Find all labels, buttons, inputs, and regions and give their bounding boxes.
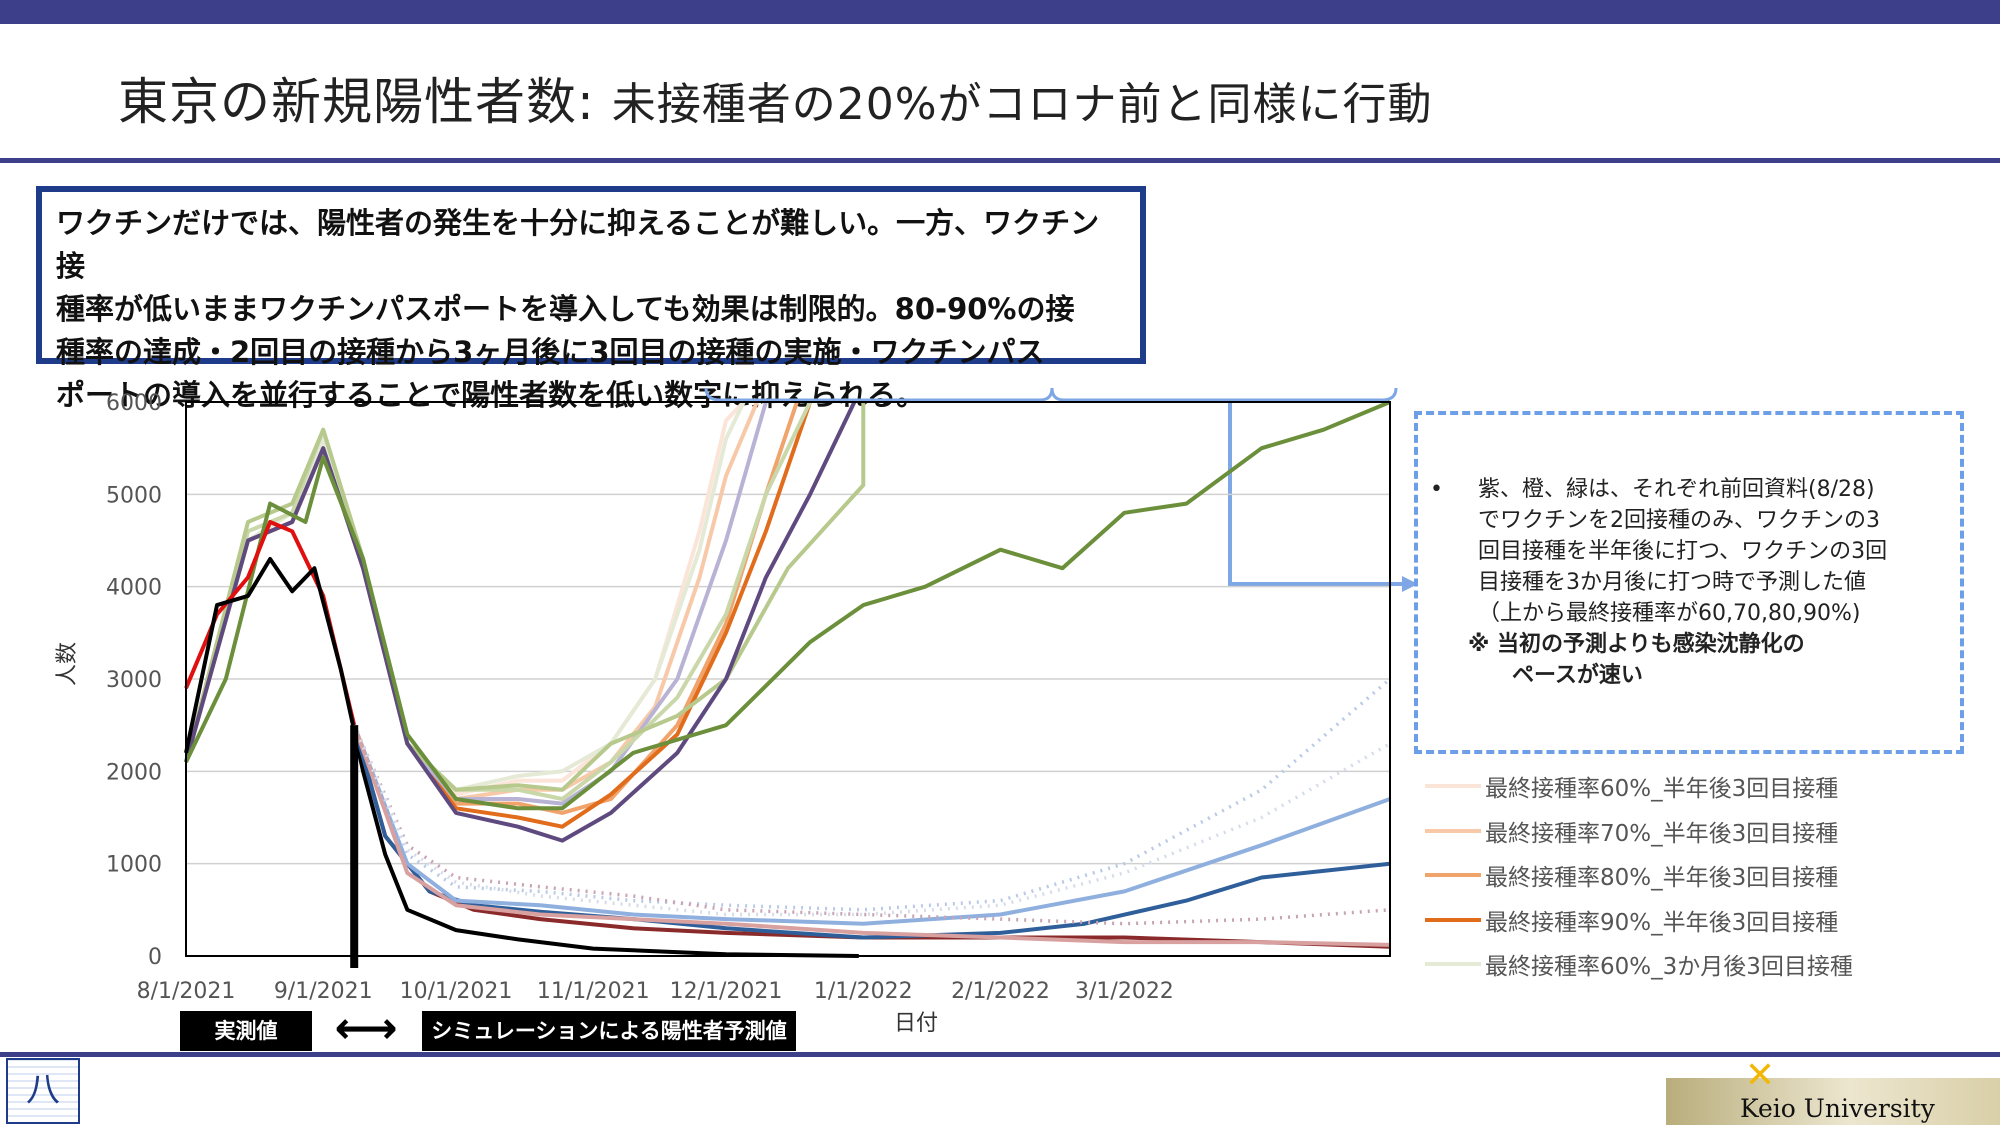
title-main: 東京の新規陽性者数: — [118, 73, 595, 131]
annotation-line: 回目接種を半年後に打つ、ワクチンの3回 — [1478, 539, 1888, 564]
series-line — [184, 401, 799, 815]
x-tick-label: 9/1/2021 — [274, 979, 373, 1004]
keio-pen-icon: ✕ — [1744, 1055, 1776, 1096]
top-accent-bar — [0, 0, 2000, 24]
series-line — [184, 401, 857, 843]
x-tick-label: 3/1/2022 — [1075, 979, 1174, 1004]
annotation-line: （上から最終接種率が60,70,80,90%) — [1478, 601, 1861, 626]
series-line — [184, 402, 866, 792]
legend-swatch — [1425, 784, 1481, 788]
x-tick-label: 8/1/2021 — [137, 979, 236, 1004]
y-tick-label: 1000 — [106, 853, 162, 878]
annotation-text: • 紫、橙、緑は、それぞれ前回資料(8/28) でワクチンを2回接種のみ、ワクチ… — [1430, 474, 1960, 691]
simulation-start-marker — [350, 725, 359, 968]
double-arrow-icon: ⟷ — [334, 1003, 398, 1054]
title-subtitle: 未接種者の20%がコロナ前と同様に行動 — [611, 79, 1433, 130]
x-tick-label: 2/1/2022 — [951, 979, 1050, 1004]
lab-logo: 八 — [6, 1058, 80, 1124]
legend-swatch — [1425, 917, 1481, 922]
title-divider — [0, 158, 2000, 163]
series-line — [352, 724, 1391, 926]
annotation-bullet: • — [1430, 477, 1443, 502]
annotation-line: でワクチンを2回接種のみ、ワクチンの3 — [1478, 508, 1880, 533]
callout-line: 種率が低いままワクチンパスポートを導入しても効果は制限的。80-90%の接 — [56, 292, 1075, 326]
series-line — [184, 400, 746, 797]
x-tick-label: 11/1/2021 — [537, 979, 650, 1004]
series-line — [352, 724, 1391, 940]
series-lines — [184, 400, 1392, 958]
series-line — [352, 677, 1392, 912]
y-tick-label: 2000 — [106, 760, 162, 785]
connector-line — [1228, 400, 1402, 586]
y-tick-label: 4000 — [106, 576, 162, 601]
observed-tag: 実測値 — [180, 1011, 312, 1051]
annotation-line: 目接種を3か月後に打つ時で予測した値 — [1478, 570, 1866, 595]
gridlines — [186, 493, 1390, 865]
keio-logo-text: Keio University — [1740, 1094, 1935, 1123]
y-tick-label: 3000 — [106, 668, 162, 693]
legend-label: 最終接種率70%_半年後3回目接種 — [1485, 820, 1839, 847]
series-line — [352, 724, 1391, 917]
callout-line: 種率の達成・2回目の接種から3ヶ月後に3回目の接種の実施・ワクチンパス — [56, 335, 1045, 369]
legend-label: 最終接種率90%_半年後3回目接種 — [1485, 909, 1839, 936]
y-tick-label: 6000 — [106, 391, 162, 416]
summary-callout: ワクチンだけでは、陽性者の発生を十分に抑えることが難しい。一方、ワクチン接 種率… — [36, 186, 1146, 412]
bracket-brace — [704, 387, 1398, 402]
page-title: 東京の新規陽性者数: 未接種者の20%がコロナ前と同様に行動 — [118, 62, 1433, 134]
y-axis-ticks: 0 1000 2000 3000 4000 5000 6000 — [106, 391, 162, 970]
series-line — [184, 557, 859, 958]
connector-arrowhead — [1402, 576, 1418, 592]
x-tick-label: 12/1/2021 — [670, 979, 783, 1004]
x-axis-label: 日付 — [894, 1011, 938, 1036]
simulation-tag: シミュレーションによる陽性者予測値 — [422, 1011, 796, 1051]
legend-swatch — [1425, 873, 1481, 877]
legend-label: 最終接種率60%_半年後3回目接種 — [1485, 776, 1839, 802]
x-tick-label: 1/1/2022 — [814, 979, 913, 1004]
callout-line: ワクチンだけでは、陽性者の発生を十分に抑えることが難しい。一方、ワクチン接 — [56, 206, 1100, 283]
series-line — [352, 724, 1391, 947]
series-line — [184, 400, 1391, 811]
footer-divider — [0, 1052, 2000, 1057]
legend-label: 最終接種率80%_半年後3回目接種 — [1485, 865, 1839, 891]
legend-swatch — [1425, 962, 1481, 966]
annotation-emphasis: ※ 当初の予測よりも感染沈静化の — [1468, 632, 1805, 657]
y-tick-label: 5000 — [106, 483, 162, 508]
annotation-line: 紫、橙、緑は、それぞれ前回資料(8/28) — [1478, 477, 1875, 502]
x-axis-ticks: 8/1/2021 9/1/2021 10/1/2021 11/1/2021 12/1/2… — [137, 979, 1174, 1004]
plot-frame — [185, 401, 1391, 957]
callout-line: ポートの導入を並行することで陽性者数を低い数字に抑えられる。 — [56, 378, 926, 412]
annotation-emphasis: ペースが速い — [1512, 663, 1643, 688]
legend-label: 最終接種率60%_3か月後3回目接種 — [1485, 954, 1853, 980]
keio-logo-plate — [1666, 1078, 2000, 1125]
annotation-box — [1414, 411, 1964, 754]
series-line — [184, 401, 812, 801]
y-tick-label: 0 — [148, 945, 162, 970]
legend-swatch — [1425, 828, 1481, 833]
x-tick-label: 10/1/2021 — [400, 979, 513, 1004]
series-line — [352, 724, 1391, 949]
series-line — [184, 401, 746, 792]
line-chart: 0 1000 2000 3000 4000 5000 6000 8/1/2021 9/1/20… — [55, 387, 1418, 1036]
y-axis-label: 人数 — [55, 642, 80, 686]
